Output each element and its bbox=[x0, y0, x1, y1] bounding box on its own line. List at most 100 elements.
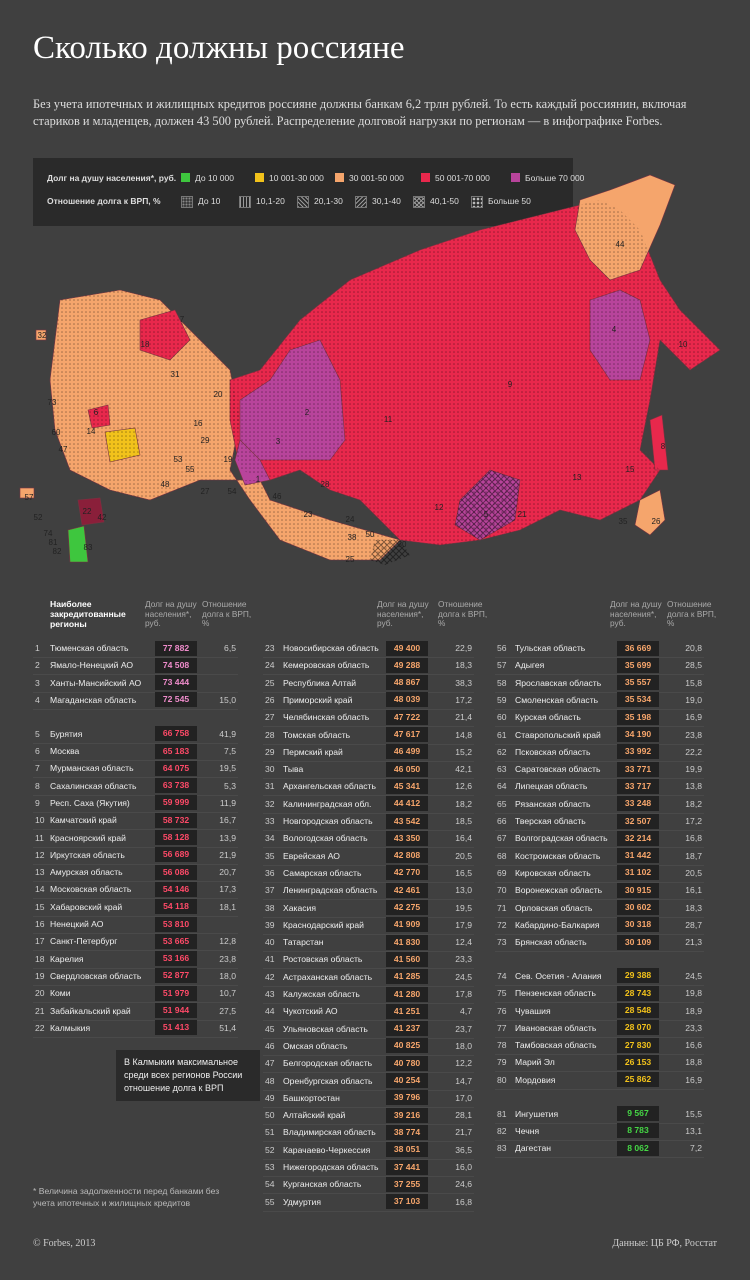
row-region: Архангельская область bbox=[283, 781, 376, 792]
row-region: Республика Алтай bbox=[283, 677, 357, 688]
row-region: Ненецкий АО bbox=[50, 919, 104, 929]
legend-swatch bbox=[421, 173, 430, 182]
row-region: Тюменская область bbox=[50, 643, 129, 653]
row-debt: 77 882 bbox=[155, 640, 197, 656]
map-label: 23 bbox=[304, 510, 313, 519]
row-rule bbox=[263, 708, 474, 710]
map-label: 26 bbox=[652, 517, 661, 526]
row-debt: 33 248 bbox=[617, 796, 659, 812]
row-ratio: 27,5 bbox=[219, 1005, 236, 1016]
map-label: 42 bbox=[98, 513, 107, 522]
row-region: Ханты-Мансийский АО bbox=[50, 677, 142, 688]
row-region: Удмуртия bbox=[283, 1196, 321, 1207]
map-label: 82 bbox=[53, 547, 62, 556]
row-debt: 72 545 bbox=[155, 692, 197, 708]
row-ratio: 16,4 bbox=[455, 833, 472, 844]
row-region: Красноярский край bbox=[50, 832, 126, 843]
map-label: 6 bbox=[94, 408, 99, 417]
legend-swatch bbox=[255, 173, 264, 182]
row-debt: 56 689 bbox=[155, 847, 197, 863]
map-label: 47 bbox=[59, 445, 68, 454]
row-region: Астраханская область bbox=[283, 971, 373, 982]
row-rule bbox=[263, 760, 474, 762]
row-rule bbox=[263, 1089, 474, 1091]
row-ratio: 20,8 bbox=[685, 643, 702, 653]
row-debt: 41 280 bbox=[386, 986, 428, 1002]
row-region: Тульская область bbox=[515, 643, 586, 653]
row-debt: 42 770 bbox=[386, 865, 428, 881]
row-region: Ивановская область bbox=[515, 1022, 597, 1033]
row-region: Кировская область bbox=[515, 867, 591, 878]
row-region: Кабардино-Балкария bbox=[515, 919, 600, 930]
row-region: Калужская область bbox=[283, 989, 360, 999]
row-ratio: 13,0 bbox=[455, 885, 472, 896]
row-rule bbox=[495, 812, 704, 814]
legend-hatch bbox=[413, 196, 425, 208]
row-rank: 8 bbox=[35, 780, 40, 791]
row-rank: 65 bbox=[497, 798, 507, 809]
row-region: Вологодская область bbox=[283, 833, 368, 844]
row-debt: 46 499 bbox=[386, 744, 428, 760]
row-rule bbox=[495, 899, 704, 901]
row-rule bbox=[495, 881, 704, 883]
row-rank: 11 bbox=[35, 832, 44, 843]
row-debt: 34 190 bbox=[617, 727, 659, 742]
row-region: Орловская область bbox=[515, 902, 593, 913]
row-ratio: 36,5 bbox=[455, 1144, 472, 1155]
row-rule bbox=[263, 657, 474, 658]
legend: Долг на душу населения*, руб. До 10 000 10… bbox=[33, 158, 584, 226]
map-label: 57 bbox=[25, 493, 34, 502]
row-debt: 43 542 bbox=[386, 813, 428, 829]
row-rank: 43 bbox=[265, 989, 275, 999]
row-ratio: 18,7 bbox=[685, 850, 702, 861]
row-rank: 26 bbox=[265, 694, 275, 705]
row-debt: 42 275 bbox=[386, 900, 428, 915]
row-rank: 46 bbox=[265, 1040, 275, 1051]
row-region: Костромская область bbox=[515, 850, 601, 861]
map-label: 50 bbox=[366, 530, 375, 539]
row-region: Сев. Осетия - Алания bbox=[515, 970, 602, 981]
callout: В Калмыкии максимальное среди всех регио… bbox=[116, 1050, 260, 1101]
row-region: Смоленская область bbox=[515, 694, 599, 705]
row-rule bbox=[495, 1139, 704, 1141]
row-debt: 41 830 bbox=[386, 934, 428, 950]
row-rule bbox=[495, 1036, 704, 1038]
row-ratio: 13,1 bbox=[685, 1125, 702, 1136]
row-ratio: 10,7 bbox=[219, 988, 236, 999]
row-rank: 10 bbox=[35, 815, 45, 826]
row-rank: 12 bbox=[35, 849, 45, 860]
row-rule bbox=[263, 1054, 474, 1056]
row-rank: 19 bbox=[35, 970, 45, 981]
map-label: 9 bbox=[508, 380, 513, 389]
legend-label: 10 001-30 000 bbox=[269, 173, 324, 183]
row-ratio: 13,8 bbox=[685, 781, 702, 792]
row-ratio: 15,0 bbox=[219, 694, 236, 705]
legend-hatch bbox=[297, 196, 309, 208]
row-region: Новгородская область bbox=[283, 816, 373, 826]
row-ratio: 24,5 bbox=[455, 971, 472, 982]
row-rank: 78 bbox=[497, 1040, 507, 1051]
row-debt: 39 796 bbox=[386, 1090, 428, 1106]
row-region: Тамбовская область bbox=[515, 1040, 597, 1051]
row-debt: 48 867 bbox=[386, 675, 428, 691]
row-ratio: 18,1 bbox=[219, 901, 236, 912]
row-rank: 21 bbox=[35, 1005, 45, 1016]
row-debt: 73 444 bbox=[155, 675, 197, 691]
row-ratio: 12,6 bbox=[455, 781, 472, 792]
row-region: Камчатский край bbox=[50, 815, 117, 826]
row-rank: 66 bbox=[497, 816, 507, 826]
row-rule bbox=[263, 1106, 474, 1108]
row-rank: 32 bbox=[265, 798, 275, 809]
legend-ratio-item: 40,1-50 bbox=[430, 196, 459, 206]
row-region: Липецкая область bbox=[515, 781, 588, 792]
row-region: Оренбургская область bbox=[283, 1075, 373, 1086]
row-ratio: 16,8 bbox=[455, 1196, 472, 1207]
row-region: Мордовия bbox=[515, 1074, 556, 1085]
row-rank: 77 bbox=[497, 1022, 507, 1033]
row-debt: 31 102 bbox=[617, 865, 659, 881]
row-region: Хакасия bbox=[283, 902, 316, 913]
row-region: Еврейская АО bbox=[283, 850, 340, 861]
row-region: Коми bbox=[50, 988, 71, 999]
row-ratio: 18,3 bbox=[455, 660, 472, 671]
